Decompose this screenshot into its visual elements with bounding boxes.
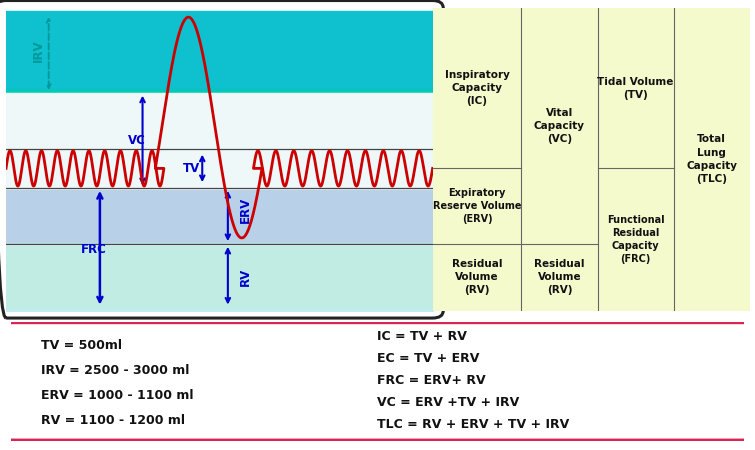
Text: Tidal Volume
(TV): Tidal Volume (TV): [597, 76, 673, 100]
Text: ERV = 1000 - 1100 ml: ERV = 1000 - 1100 ml: [41, 389, 193, 402]
Text: ERV: ERV: [239, 197, 251, 223]
Text: IRV: IRV: [32, 39, 45, 62]
Text: IRV = 2500 - 3000 ml: IRV = 2500 - 3000 ml: [41, 364, 189, 377]
Text: EC = TV + ERV: EC = TV + ERV: [378, 351, 480, 364]
Text: IC = TV + RV: IC = TV + RV: [378, 329, 467, 342]
Text: FRC: FRC: [81, 243, 106, 256]
Text: FRC = ERV+ RV: FRC = ERV+ RV: [378, 374, 486, 387]
Text: RV = 1100 - 1200 ml: RV = 1100 - 1200 ml: [41, 414, 185, 427]
Text: TV = 500ml: TV = 500ml: [41, 339, 122, 352]
FancyBboxPatch shape: [427, 2, 755, 316]
Text: Total
Lung
Capacity
(TLC): Total Lung Capacity (TLC): [686, 135, 737, 184]
Text: VC: VC: [128, 134, 146, 147]
Text: RV: RV: [239, 268, 251, 286]
Text: TV: TV: [183, 162, 200, 175]
Text: Expiratory
Reserve Volume
(ERV): Expiratory Reserve Volume (ERV): [433, 188, 521, 225]
Text: VC = ERV +TV + IRV: VC = ERV +TV + IRV: [378, 396, 519, 409]
Text: Inspiratory
Capacity
(IC): Inspiratory Capacity (IC): [445, 70, 510, 107]
Text: Residual
Volume
(RV): Residual Volume (RV): [535, 259, 584, 296]
FancyBboxPatch shape: [0, 322, 755, 441]
Text: Residual
Volume
(RV): Residual Volume (RV): [451, 259, 502, 296]
Text: Functional
Residual
Capacity
(FRC): Functional Residual Capacity (FRC): [607, 215, 664, 264]
Text: TLC = RV + ERV + TV + IRV: TLC = RV + ERV + TV + IRV: [378, 418, 570, 431]
Text: Vital
Capacity
(VC): Vital Capacity (VC): [534, 108, 585, 144]
